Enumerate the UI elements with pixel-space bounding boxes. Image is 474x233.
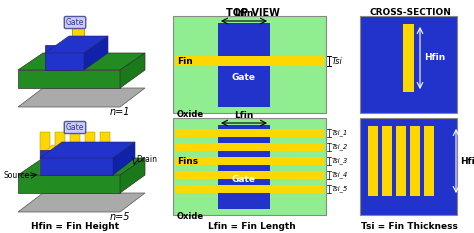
Polygon shape: [84, 40, 96, 70]
Bar: [218, 125, 270, 209]
Polygon shape: [85, 132, 95, 175]
Polygon shape: [80, 145, 92, 175]
Text: CROSS-SECTION: CROSS-SECTION: [369, 8, 451, 17]
Polygon shape: [40, 145, 62, 158]
Text: Gate: Gate: [66, 123, 84, 132]
Bar: [173, 118, 326, 215]
Text: Gate: Gate: [232, 72, 256, 82]
Bar: [424, 126, 434, 196]
Polygon shape: [72, 27, 84, 70]
Text: Gate: Gate: [66, 18, 84, 27]
Polygon shape: [85, 145, 107, 158]
Text: Tsi_1: Tsi_1: [332, 130, 348, 136]
Text: Hfin = Fin Height: Hfin = Fin Height: [31, 222, 119, 231]
Bar: [218, 23, 270, 107]
Polygon shape: [18, 158, 145, 175]
Text: Tsi_5: Tsi_5: [332, 186, 348, 192]
Text: Tsi_3: Tsi_3: [332, 158, 348, 164]
Polygon shape: [18, 70, 120, 88]
Polygon shape: [40, 132, 50, 175]
Text: Tsi = Fin Thickness: Tsi = Fin Thickness: [361, 222, 457, 231]
Text: n=5: n=5: [109, 212, 130, 222]
Text: Oxide: Oxide: [177, 110, 204, 119]
Text: Fins: Fins: [177, 157, 198, 165]
Bar: [175, 143, 324, 151]
Bar: [368, 126, 378, 196]
Polygon shape: [18, 175, 120, 193]
Text: Tsi: Tsi: [332, 56, 343, 65]
Polygon shape: [84, 36, 108, 70]
Polygon shape: [45, 45, 84, 70]
Bar: [360, 118, 457, 215]
Text: Tsi_2: Tsi_2: [332, 144, 348, 150]
Polygon shape: [18, 88, 145, 107]
Polygon shape: [72, 40, 96, 53]
Bar: [175, 129, 324, 137]
Polygon shape: [70, 132, 80, 175]
Polygon shape: [65, 145, 77, 175]
Polygon shape: [50, 145, 62, 175]
Bar: [173, 16, 326, 113]
Polygon shape: [18, 193, 145, 212]
Polygon shape: [120, 158, 145, 193]
Bar: [410, 126, 420, 196]
Polygon shape: [55, 132, 65, 175]
Text: Tsi_4: Tsi_4: [332, 172, 348, 178]
Polygon shape: [120, 53, 145, 88]
Text: TOP VIEW: TOP VIEW: [226, 8, 280, 18]
Bar: [403, 24, 414, 92]
Text: Lfin: Lfin: [234, 111, 254, 120]
Text: Oxide: Oxide: [177, 212, 204, 221]
Bar: [175, 56, 324, 66]
Text: Hfin: Hfin: [424, 54, 445, 62]
Text: Hfin: Hfin: [460, 157, 474, 165]
Polygon shape: [70, 145, 92, 158]
Polygon shape: [95, 145, 107, 175]
Text: Gate: Gate: [232, 175, 256, 184]
Polygon shape: [110, 145, 122, 175]
Bar: [360, 16, 457, 113]
Polygon shape: [18, 53, 145, 70]
Polygon shape: [100, 132, 110, 175]
Polygon shape: [100, 145, 122, 158]
Text: Source: Source: [4, 171, 30, 181]
Text: Lfin = Fin Length: Lfin = Fin Length: [208, 222, 296, 231]
Bar: [175, 157, 324, 165]
Polygon shape: [40, 150, 113, 175]
Bar: [382, 126, 392, 196]
Text: n=1: n=1: [109, 107, 130, 117]
Bar: [175, 171, 324, 179]
Text: Lfin: Lfin: [234, 9, 254, 18]
Text: Drain: Drain: [136, 155, 157, 164]
Polygon shape: [45, 36, 108, 53]
Polygon shape: [113, 142, 135, 175]
Polygon shape: [40, 142, 135, 158]
Bar: [175, 185, 324, 193]
Polygon shape: [55, 145, 77, 158]
Text: Fin: Fin: [177, 56, 193, 65]
Bar: [396, 126, 406, 196]
